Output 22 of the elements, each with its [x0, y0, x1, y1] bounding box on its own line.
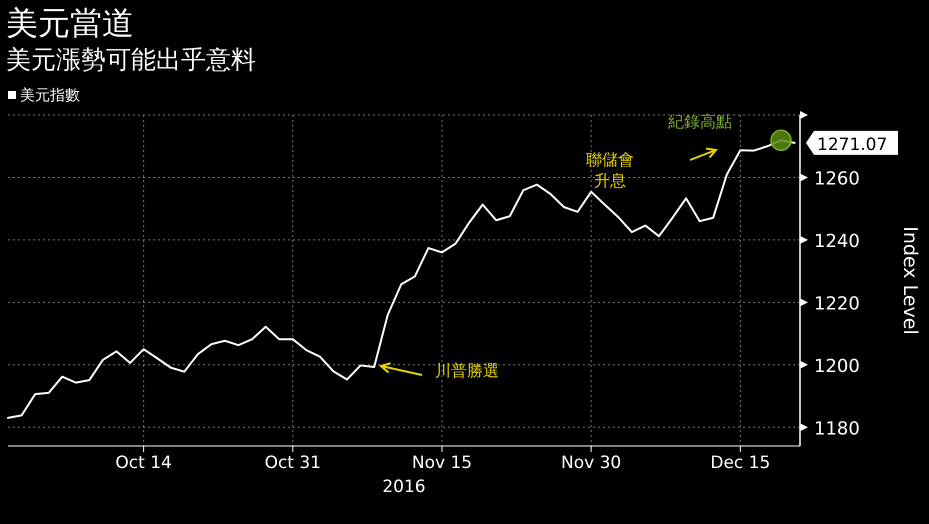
x-tick-label: Oct 14	[115, 453, 172, 473]
data-label: 1271.07	[817, 134, 888, 155]
x-tick-label: Nov 15	[412, 453, 472, 473]
y-tick-label: 1260	[814, 168, 860, 190]
x-tick-label: Dec 15	[710, 453, 770, 473]
y-axis-title: Index Level	[899, 226, 921, 335]
chart-title: 美元當道	[6, 4, 134, 42]
annotation: 升息	[594, 171, 626, 190]
legend-label: 美元指數	[20, 86, 80, 104]
annotation: 紀錄高點	[668, 112, 732, 131]
legend: 美元指數	[8, 86, 80, 104]
annotation: 聯儲會	[586, 150, 634, 169]
x-tick-label: Oct 31	[264, 453, 322, 473]
y-tick-label: 1220	[814, 293, 860, 314]
annotation: 川普勝選	[378, 361, 499, 380]
y-tick-label: 1240	[814, 230, 860, 252]
annotation: 川普勝選	[435, 361, 499, 380]
chart-subtitle: 美元漲勢可能出乎意料	[6, 45, 256, 74]
x-axis-title: 2016	[382, 477, 426, 497]
x-tick-label: Nov 30	[561, 453, 622, 473]
y-tick-label: 1200	[814, 356, 860, 377]
y-tick-label: 1180	[814, 418, 860, 440]
